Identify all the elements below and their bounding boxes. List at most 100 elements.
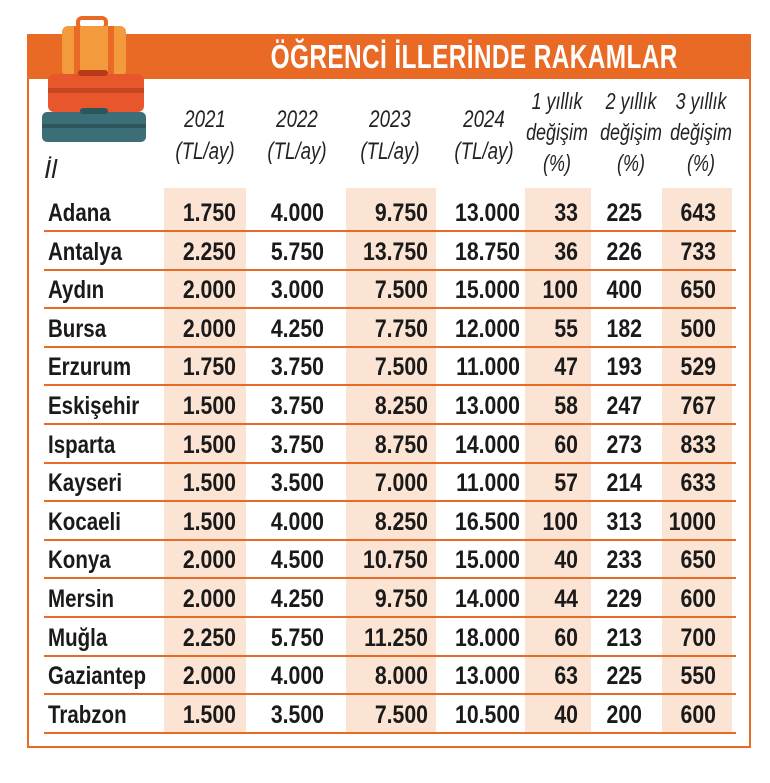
value-2024: 12.000 — [455, 314, 520, 343]
value-2022: 4.000 — [270, 507, 324, 536]
header-2021: 2021 (TL/ay) — [175, 106, 235, 165]
table-row: Adana 1.750 4.000 9.750 13.000 33 225 643 — [36, 194, 736, 232]
shade-column-3yil — [662, 188, 732, 734]
row-divider — [44, 423, 736, 425]
value-2021: 2.000 — [182, 314, 236, 343]
change-3-year: 500 — [680, 314, 716, 343]
table-row: Isparta 1.500 3.750 8.750 14.000 60 273 833 — [36, 426, 736, 464]
table-row: Gaziantep 2.000 4.000 8.000 13.000 63 225 550 — [36, 657, 736, 696]
row-divider — [44, 577, 736, 580]
change-1-year: 40 — [554, 546, 578, 575]
value-2023: 8.750 — [374, 430, 428, 459]
value-2021: 2.000 — [182, 585, 236, 613]
value-2024: 14.000 — [455, 585, 520, 613]
city-name: Antalya — [48, 237, 123, 266]
change-3-year: 700 — [680, 623, 716, 652]
change-1-year: 100 — [542, 507, 578, 536]
value-2023: 7.500 — [374, 700, 428, 729]
change-2-year: 214 — [606, 469, 642, 498]
row-divider — [44, 500, 736, 503]
value-2021: 1.500 — [182, 507, 236, 536]
change-1-year: 60 — [554, 430, 578, 459]
value-2024: 15.000 — [455, 276, 520, 305]
value-2023: 7.500 — [374, 276, 428, 305]
value-2021: 1.500 — [182, 430, 236, 459]
change-2-year: 229 — [606, 585, 642, 613]
table-row: Mersin 2.000 4.250 9.750 14.000 44 229 600 — [36, 580, 736, 618]
value-2022: 4.000 — [270, 662, 324, 691]
change-3-year: 600 — [680, 700, 716, 729]
change-1-year: 55 — [554, 314, 578, 343]
value-2023: 8.250 — [374, 392, 428, 420]
value-2023: 11.250 — [364, 623, 428, 652]
change-1-year: 63 — [554, 662, 578, 691]
value-2022: 3.750 — [270, 430, 324, 459]
change-3-year: 633 — [680, 469, 716, 498]
change-3-year: 650 — [680, 546, 716, 575]
change-3-year: 650 — [680, 276, 716, 305]
header-1-yillik: 1 yıllık değişim (%) — [526, 88, 588, 176]
change-3-year: 767 — [680, 392, 716, 420]
table-row: Antalya 2.250 5.750 13.750 18.750 36 226 733 — [36, 233, 736, 271]
city-name: Eskişehir — [48, 392, 140, 420]
table-row: Trabzon 1.500 3.500 7.500 10.500 40 200 600 — [36, 696, 736, 734]
shade-column-1yil — [525, 188, 591, 734]
table-row: Konya 2.000 4.500 10.750 15.000 40 233 650 — [36, 541, 736, 580]
row-divider — [44, 538, 736, 541]
city-name: Aydın — [48, 276, 105, 305]
change-2-year: 213 — [606, 623, 642, 652]
value-2023: 8.250 — [374, 507, 428, 536]
table-row: Muğla 2.250 5.750 11.250 18.000 60 213 700 — [36, 619, 736, 657]
value-2021: 1.750 — [182, 353, 236, 382]
change-1-year: 57 — [554, 469, 578, 498]
value-2021: 2.000 — [182, 276, 236, 305]
change-3-year: 550 — [680, 662, 716, 691]
value-2022: 5.750 — [270, 623, 324, 652]
value-2024: 18.750 — [455, 237, 520, 266]
header-2023: 2023 (TL/ay) — [360, 106, 420, 165]
change-2-year: 273 — [606, 430, 642, 459]
city-name: Kayseri — [48, 469, 123, 498]
row-divider — [44, 268, 736, 271]
value-2021: 1.500 — [182, 392, 236, 420]
value-2023: 9.750 — [374, 199, 428, 227]
row-divider — [44, 731, 736, 734]
value-2022: 4.250 — [270, 314, 324, 343]
value-2023: 8.000 — [374, 662, 428, 691]
change-1-year: 47 — [554, 353, 578, 382]
table-row: Aydın 2.000 3.000 7.500 15.000 100 400 650 — [36, 271, 736, 310]
value-2022: 4.500 — [270, 546, 324, 575]
header-2024: 2024 (TL/ay) — [454, 106, 514, 165]
value-2023: 7.000 — [374, 469, 428, 498]
value-2024: 16.500 — [455, 507, 520, 536]
city-name: Erzurum — [48, 353, 132, 382]
change-3-year: 833 — [680, 430, 716, 459]
value-2024: 13.000 — [455, 199, 520, 227]
header-2-yillik: 2 yıllık değişim (%) — [600, 88, 662, 176]
change-3-year: 643 — [680, 199, 716, 227]
change-2-year: 200 — [606, 700, 642, 729]
value-2022: 3.500 — [270, 469, 324, 498]
value-2024: 14.000 — [455, 430, 520, 459]
change-2-year: 193 — [606, 353, 642, 382]
row-divider — [44, 230, 736, 232]
value-2024: 11.000 — [456, 469, 520, 498]
change-2-year: 226 — [606, 237, 642, 266]
value-2024: 10.500 — [455, 700, 520, 729]
value-2021: 2.250 — [182, 623, 236, 652]
change-1-year: 60 — [554, 623, 578, 652]
value-2022: 3.000 — [270, 276, 324, 305]
value-2021: 2.000 — [182, 546, 236, 575]
value-2022: 4.250 — [270, 585, 324, 613]
change-2-year: 247 — [606, 392, 642, 420]
value-2021: 2.250 — [182, 237, 236, 266]
value-2022: 3.750 — [270, 353, 324, 382]
row-divider — [44, 693, 736, 696]
change-2-year: 182 — [606, 314, 642, 343]
city-name: Gaziantep — [48, 662, 146, 691]
value-2024: 11.000 — [456, 353, 520, 382]
city-name: Kocaeli — [48, 507, 121, 536]
city-name: Adana — [48, 199, 111, 227]
page-title: ÖĞRENCİ İLLERİNDE RAKAMLAR — [270, 38, 678, 75]
change-1-year: 58 — [554, 392, 578, 420]
